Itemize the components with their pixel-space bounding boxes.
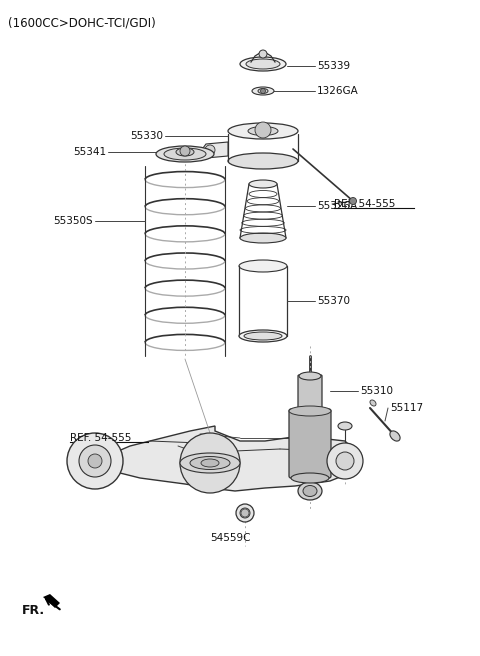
Ellipse shape (228, 123, 298, 139)
Text: REF. 54-555: REF. 54-555 (70, 433, 132, 443)
FancyBboxPatch shape (298, 375, 322, 412)
Circle shape (259, 50, 267, 58)
Text: 55117: 55117 (390, 403, 423, 413)
Ellipse shape (303, 485, 317, 497)
Text: FR.: FR. (22, 604, 45, 617)
Circle shape (67, 433, 123, 489)
Ellipse shape (338, 422, 352, 430)
Text: 55310: 55310 (360, 386, 393, 396)
Circle shape (255, 122, 271, 138)
Circle shape (336, 452, 354, 470)
Ellipse shape (252, 87, 274, 95)
Ellipse shape (246, 59, 280, 69)
Circle shape (180, 433, 240, 493)
Text: 55339: 55339 (317, 61, 350, 71)
Circle shape (261, 89, 265, 94)
Ellipse shape (236, 504, 254, 522)
Text: 55330: 55330 (130, 131, 163, 141)
Circle shape (88, 454, 102, 468)
Text: (1600CC>DOHC-TCI/GDI): (1600CC>DOHC-TCI/GDI) (8, 16, 156, 29)
Circle shape (205, 145, 215, 155)
Circle shape (327, 443, 363, 479)
Ellipse shape (164, 148, 206, 160)
Ellipse shape (244, 332, 282, 340)
Circle shape (241, 509, 249, 517)
Ellipse shape (239, 330, 287, 342)
Text: 1326GA: 1326GA (317, 86, 359, 96)
Text: 55370: 55370 (317, 296, 350, 306)
Ellipse shape (370, 400, 376, 406)
Text: REF. 54-555: REF. 54-555 (334, 199, 396, 209)
Text: 55341: 55341 (73, 147, 106, 157)
Text: 55326A: 55326A (317, 201, 357, 211)
Ellipse shape (390, 431, 400, 441)
Text: 55350S: 55350S (53, 216, 93, 226)
Ellipse shape (240, 233, 286, 243)
Ellipse shape (240, 508, 250, 518)
Ellipse shape (201, 459, 219, 467)
Circle shape (180, 146, 190, 156)
Polygon shape (200, 142, 228, 158)
FancyBboxPatch shape (289, 409, 331, 478)
Ellipse shape (239, 260, 287, 272)
Ellipse shape (190, 457, 230, 470)
Polygon shape (95, 426, 360, 491)
Ellipse shape (180, 453, 240, 473)
Ellipse shape (176, 148, 194, 156)
Ellipse shape (228, 153, 298, 169)
Ellipse shape (248, 127, 278, 136)
Ellipse shape (291, 473, 329, 483)
Ellipse shape (299, 372, 321, 380)
Ellipse shape (298, 482, 322, 500)
Ellipse shape (289, 406, 331, 416)
Circle shape (349, 197, 357, 205)
Ellipse shape (249, 180, 277, 188)
Ellipse shape (240, 57, 286, 71)
Circle shape (79, 445, 111, 477)
Ellipse shape (156, 146, 214, 162)
Polygon shape (43, 594, 60, 608)
Ellipse shape (258, 89, 268, 94)
Text: 54559C: 54559C (210, 533, 251, 543)
